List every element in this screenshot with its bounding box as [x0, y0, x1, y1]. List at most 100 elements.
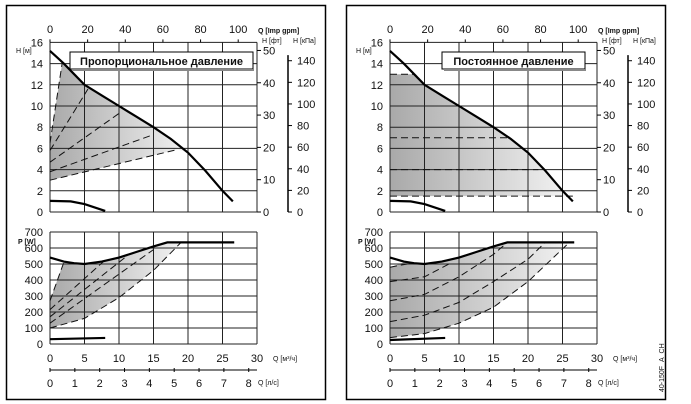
gpm-x-tick: 60 — [497, 24, 509, 36]
power-operating-area — [50, 242, 182, 328]
gpm-x-tick: 0 — [387, 24, 393, 36]
code-label: 40-150F_A_CH — [659, 343, 666, 392]
kpa-y-tick: 40 — [637, 164, 649, 176]
ft-y-tick: 10 — [603, 175, 615, 187]
kpa-y-tick: 80 — [297, 121, 309, 133]
power-y-tick: 700 — [25, 227, 43, 239]
q-ls-tick: 2 — [437, 378, 443, 390]
kpa-y-tick: 80 — [637, 121, 649, 133]
power-y-tick: 500 — [25, 259, 43, 271]
power-control-curve — [389, 242, 570, 339]
power-y-tick: 500 — [365, 259, 383, 271]
head-y-tick: 16 — [371, 37, 383, 49]
power-control-curve — [389, 242, 546, 323]
kpa-y-tick: 0 — [637, 207, 643, 219]
power-y-tick: 300 — [365, 291, 383, 303]
q-ls-label: Q [л/с] — [598, 380, 619, 387]
ft-y-tick: 50 — [263, 45, 275, 57]
kpa-y-tick: 40 — [297, 164, 309, 176]
power-y-tick: 100 — [25, 323, 43, 335]
head-control-curve — [49, 113, 120, 163]
kpa-y-tick: 120 — [637, 77, 655, 89]
head-min-curve — [389, 199, 446, 212]
head-y-label: H [м] — [356, 48, 372, 55]
head-max-curve — [49, 50, 234, 203]
head-y-tick: 0 — [37, 207, 43, 219]
head-control-curve — [49, 134, 154, 173]
q-m3h-tick: 15 — [487, 353, 499, 365]
q-m3h-tick: 5 — [421, 353, 427, 365]
q-ls-tick: 7 — [221, 378, 227, 390]
kpa-y-tick: 100 — [297, 99, 315, 111]
head-y-tick: 4 — [377, 165, 383, 177]
kpa-axis-label: H [кПа] — [293, 38, 316, 45]
head-y-tick: 12 — [371, 80, 383, 92]
head-y-tick: 10 — [31, 101, 43, 113]
q-ls-tick: 4 — [146, 378, 152, 390]
power-y-tick: 700 — [365, 227, 383, 239]
q-ls-tick: 5 — [171, 378, 177, 390]
q-m3h-tick: 10 — [453, 353, 465, 365]
head-y-tick: 8 — [377, 122, 383, 134]
ft-axis-label: H [фт] — [602, 38, 622, 45]
kpa-y-tick: 20 — [297, 185, 309, 197]
head-y-tick: 14 — [31, 59, 43, 71]
power-y-tick: 600 — [25, 243, 43, 255]
q-ls-tick: 8 — [586, 378, 592, 390]
q-m3h-tick: 20 — [182, 353, 194, 365]
panel-border — [5, 4, 327, 401]
power-y-tick: 200 — [365, 307, 383, 319]
q-m3h-tick: 10 — [113, 353, 125, 365]
power-control-curve — [49, 249, 154, 324]
gpm-x-tick: 20 — [422, 24, 434, 36]
chart-title: Постоянное давление — [453, 56, 573, 68]
power-control-curve — [49, 256, 127, 318]
chart-title: Пропорциональное давление — [80, 56, 243, 68]
power-control-curve — [49, 262, 65, 301]
head-min-curve — [49, 199, 106, 212]
head-y-tick: 4 — [37, 165, 43, 177]
kpa-y-tick: 60 — [297, 142, 309, 154]
power-y-tick: 0 — [37, 339, 43, 351]
power-control-curve — [389, 261, 453, 283]
kpa-y-tick: 0 — [297, 207, 303, 219]
q-m3h-tick: 5 — [81, 353, 87, 365]
power-max-curve — [49, 241, 235, 266]
kpa-y-tick: 120 — [297, 77, 315, 89]
gpm-x-tick: 40 — [119, 24, 131, 36]
kpa-y-tick: 20 — [637, 185, 649, 197]
head-y-tick: 2 — [377, 186, 383, 198]
ft-y-tick: 40 — [263, 78, 275, 90]
q-ls-tick: 0 — [47, 378, 53, 390]
head-y-label: H [м] — [16, 48, 32, 55]
ft-axis-label: H [фт] — [262, 38, 282, 45]
panel-0 — [5, 4, 327, 401]
ft-y-tick: 40 — [603, 78, 615, 90]
q-m3h-tick: 0 — [387, 353, 393, 365]
q-ls-tick: 7 — [561, 378, 567, 390]
gpm-x-tick: 80 — [194, 24, 206, 36]
q-m3h-tick: 0 — [47, 353, 53, 365]
kpa-axis-label: H [кПа] — [633, 38, 656, 45]
q-ls-label: Q [л/с] — [258, 380, 279, 387]
head-y-tick: 2 — [37, 186, 43, 198]
ft-y-tick: 50 — [603, 45, 615, 57]
power-y-tick: 200 — [25, 307, 43, 319]
power-y-tick: 400 — [365, 275, 383, 287]
power-control-curve — [49, 259, 106, 310]
power-y-tick: 400 — [25, 275, 43, 287]
power-control-curve — [389, 242, 508, 302]
gpm-x-tick: 100 — [569, 24, 587, 36]
gpm-x-tick: 0 — [47, 24, 53, 36]
q-ls-tick: 3 — [121, 378, 127, 390]
q-m3h-tick: 25 — [216, 353, 228, 365]
gpm-x-label: Q [Imp gpm] — [598, 28, 639, 35]
power-min-curve — [389, 336, 446, 342]
gpm-x-label: Q [Imp gpm] — [258, 28, 299, 35]
q-ls-tick: 1 — [72, 378, 78, 390]
ft-y-tick: 30 — [603, 110, 615, 122]
panel-border — [345, 4, 667, 401]
power-y-label: P [W] — [358, 239, 376, 246]
head-y-tick: 10 — [371, 101, 383, 113]
